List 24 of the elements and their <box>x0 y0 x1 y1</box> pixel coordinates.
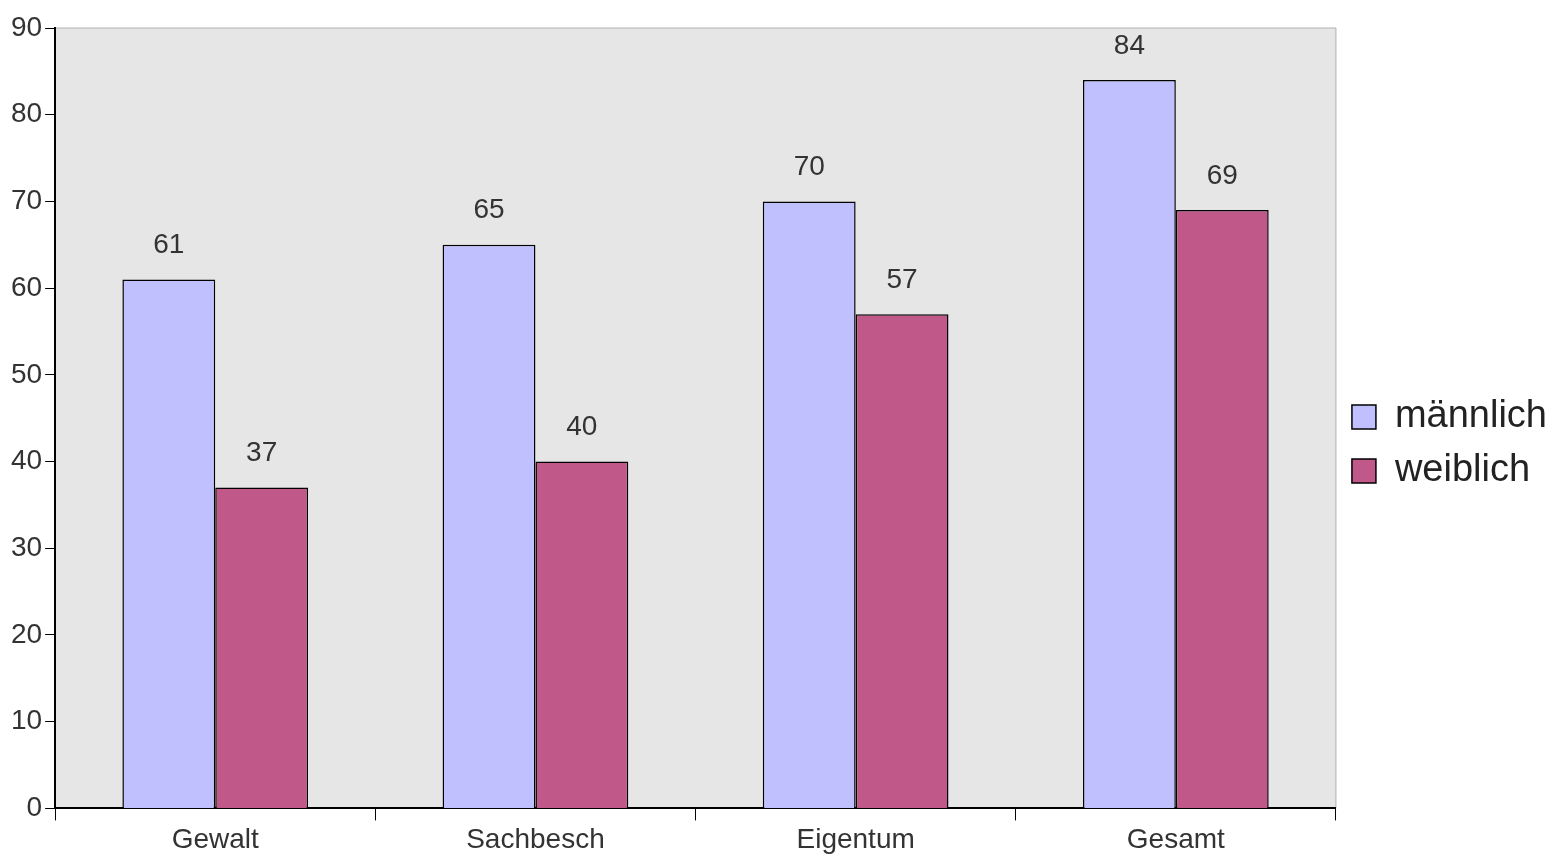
x-tick-label: Sachbesch <box>466 822 605 854</box>
data-label: 37 <box>246 436 278 468</box>
y-tick-label: 10 <box>10 704 43 736</box>
data-label: 84 <box>1113 28 1145 60</box>
legend-label: weiblich <box>1393 447 1531 490</box>
data-label: 70 <box>793 150 825 182</box>
y-tick-label: 30 <box>10 530 43 562</box>
y-tick-label: 80 <box>10 97 43 129</box>
y-tick-label: 90 <box>10 10 43 42</box>
y-tick-label: 0 <box>26 791 43 823</box>
y-tick-label: 40 <box>10 444 43 476</box>
x-tick-label: Gewalt <box>171 822 260 854</box>
y-tick-label: 20 <box>10 617 43 649</box>
data-label: 65 <box>473 193 505 225</box>
data-label: 57 <box>886 262 918 294</box>
y-tick-label: 50 <box>10 357 43 389</box>
y-tick-label: 70 <box>10 184 43 216</box>
x-tick-label: Eigentum <box>796 822 915 854</box>
data-label: 69 <box>1206 158 1238 190</box>
legend-label: männlich <box>1394 393 1547 436</box>
data-label: 40 <box>566 410 598 442</box>
x-tick-label: Gesamt <box>1126 822 1226 854</box>
data-label: 61 <box>153 228 185 260</box>
y-tick-label: 60 <box>10 270 43 302</box>
